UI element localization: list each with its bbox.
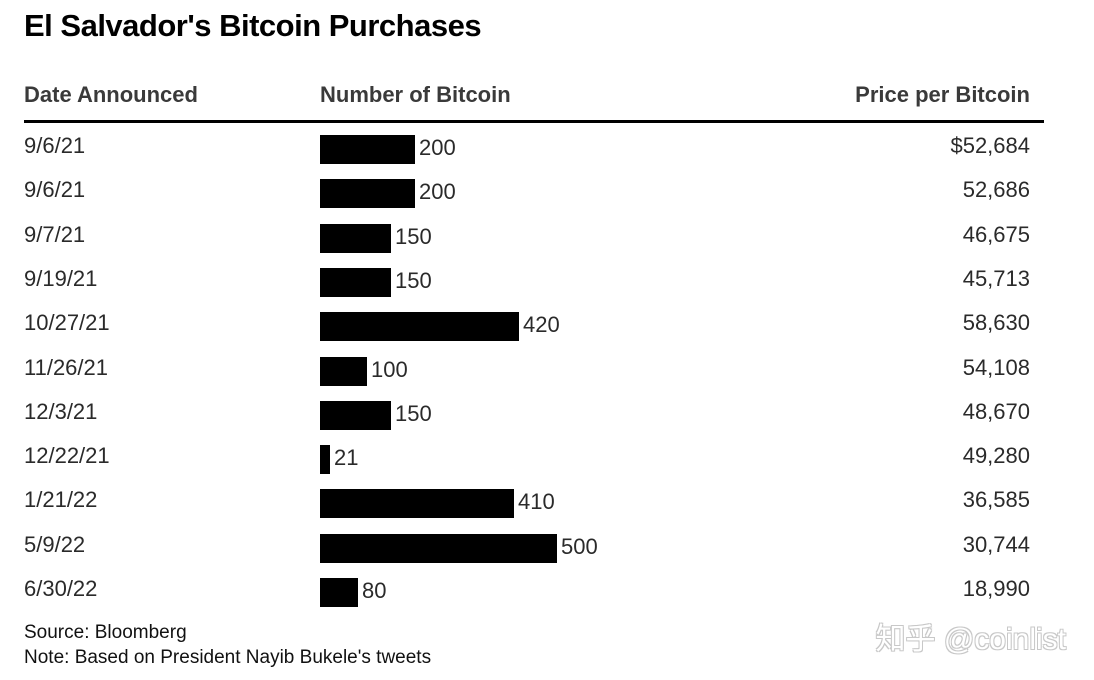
table-row: 5/9/22 500 30,744 bbox=[0, 524, 1094, 568]
bitcoin-bar bbox=[320, 578, 358, 607]
bitcoin-count-label: 200 bbox=[419, 135, 456, 160]
price-cell: $52,684 bbox=[950, 133, 1030, 158]
price-cell: 54,108 bbox=[962, 354, 1030, 380]
footnote: Note: Based on President Nayib Bukele's … bbox=[24, 647, 432, 668]
table-row: 9/19/21 150 45,713 bbox=[0, 258, 1094, 302]
price-cell: 46,675 bbox=[962, 221, 1030, 247]
date-cell: 10/27/21 bbox=[24, 310, 110, 336]
price-cell: 30,744 bbox=[962, 531, 1030, 557]
table-row: 11/26/21 100 54,108 bbox=[0, 347, 1094, 391]
date-cell: 5/9/22 bbox=[24, 531, 86, 557]
date-cell: 6/30/22 bbox=[24, 576, 98, 601]
bitcoin-bar bbox=[320, 223, 391, 253]
price-cell: 48,670 bbox=[962, 398, 1030, 424]
table-row: 12/22/21 21 49,280 bbox=[0, 435, 1094, 479]
source-note: Source: Bloomberg bbox=[24, 622, 187, 643]
watermark: 知乎 @coinlist bbox=[875, 623, 1067, 656]
bitcoin-count-label: 150 bbox=[395, 223, 432, 249]
column-header-date: Date Announced bbox=[24, 82, 198, 107]
bitcoin-count-label: 420 bbox=[523, 312, 560, 338]
bitcoin-bar bbox=[320, 533, 557, 563]
date-cell: 11/26/21 bbox=[24, 354, 109, 380]
date-cell: 12/22/21 bbox=[24, 443, 110, 469]
date-cell: 12/3/21 bbox=[24, 398, 98, 424]
date-cell: 1/21/22 bbox=[24, 487, 98, 513]
table-row: 10/27/21 420 58,630 bbox=[0, 302, 1094, 346]
date-cell: 9/19/21 bbox=[24, 265, 98, 291]
date-cell: 9/6/21 bbox=[24, 133, 86, 158]
price-cell: 45,713 bbox=[962, 265, 1030, 291]
table-row: 6/30/22 80 18,990 bbox=[0, 568, 1094, 612]
price-cell: 58,630 bbox=[962, 310, 1030, 336]
table-row: 9/6/21 200 52,686 bbox=[0, 169, 1094, 213]
bitcoin-count-label: 21 bbox=[334, 445, 359, 471]
chart-title: El Salvador's Bitcoin Purchases bbox=[24, 8, 482, 43]
price-cell: 49,280 bbox=[962, 443, 1030, 469]
price-cell: 36,585 bbox=[962, 487, 1030, 513]
bitcoin-bar bbox=[320, 135, 415, 164]
table-row: 9/6/21 200 $52,684 bbox=[0, 125, 1094, 169]
bitcoin-count-label: 410 bbox=[518, 489, 555, 515]
table-row: 12/3/21 150 48,670 bbox=[0, 391, 1094, 435]
bitcoin-bar bbox=[320, 356, 367, 386]
bitcoin-bar bbox=[320, 267, 391, 297]
bitcoin-bar bbox=[320, 445, 330, 475]
column-header-price: Price per Bitcoin bbox=[855, 82, 1030, 107]
price-cell: 52,686 bbox=[962, 177, 1030, 203]
date-cell: 9/6/21 bbox=[24, 177, 86, 203]
price-cell: 18,990 bbox=[962, 576, 1030, 601]
bitcoin-count-label: 150 bbox=[395, 400, 432, 426]
table-row: 1/21/22 410 36,585 bbox=[0, 479, 1094, 523]
bitcoin-count-label: 100 bbox=[371, 356, 408, 382]
column-header-number: Number of Bitcoin bbox=[320, 82, 511, 107]
bitcoin-count-label: 500 bbox=[561, 533, 598, 559]
table-row: 9/7/21 150 46,675 bbox=[0, 214, 1094, 258]
bitcoin-bar bbox=[320, 489, 514, 519]
bitcoin-count-label: 150 bbox=[395, 267, 432, 293]
bitcoin-count-label: 200 bbox=[419, 179, 456, 205]
bitcoin-bar bbox=[320, 400, 391, 430]
bitcoin-bar bbox=[320, 179, 415, 209]
bitcoin-count-label: 80 bbox=[362, 578, 387, 603]
date-cell: 9/7/21 bbox=[24, 221, 86, 247]
header-rule bbox=[24, 120, 1044, 123]
bitcoin-bar bbox=[320, 312, 519, 342]
